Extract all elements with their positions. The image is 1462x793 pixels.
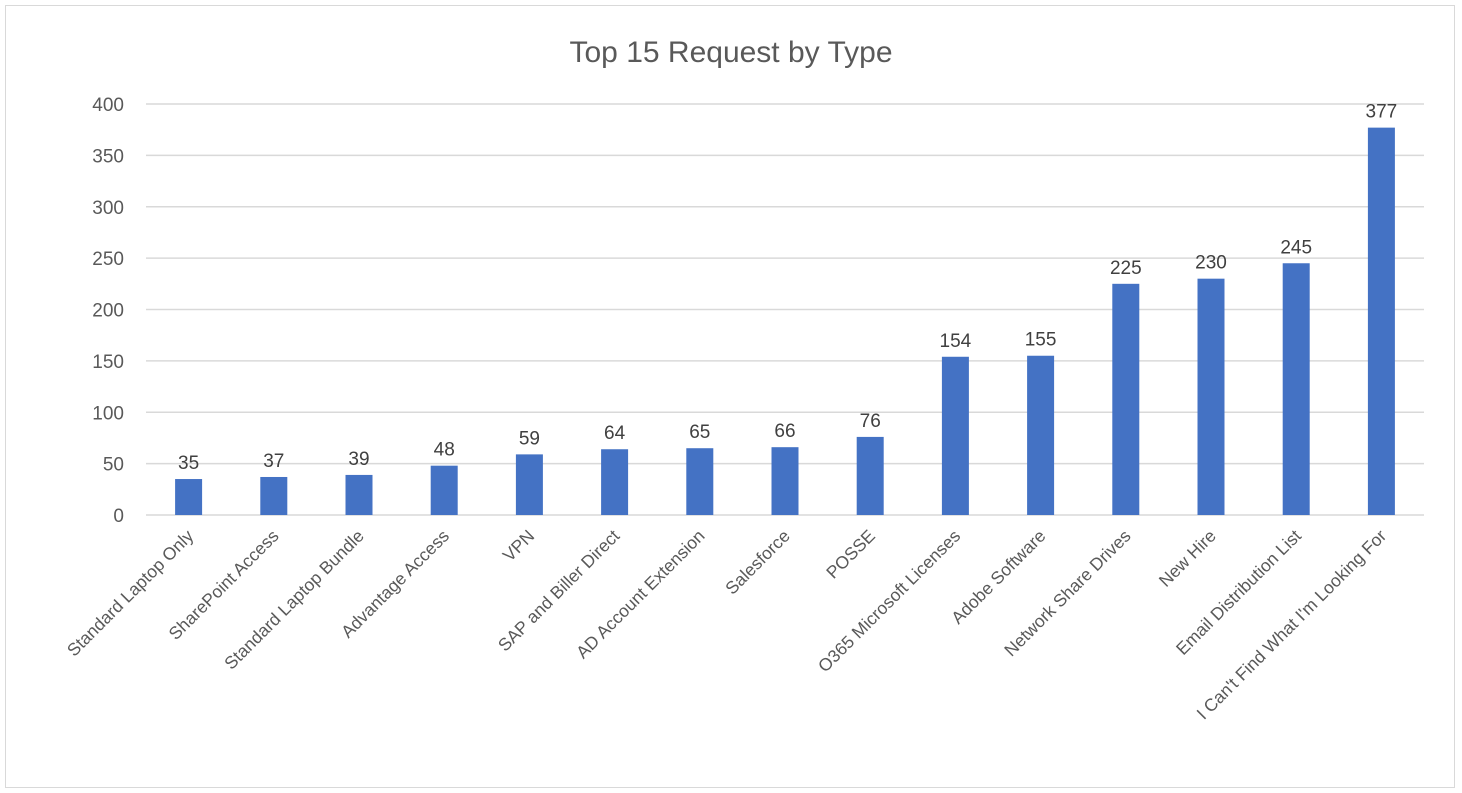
data-label: 230 [1195,253,1227,274]
y-tick-label: 50 [103,455,124,476]
bar [1282,263,1310,515]
y-tick-label: 150 [92,352,124,373]
data-label: 59 [519,428,540,449]
x-tick-label: O365 Microsoft Licenses [814,526,964,676]
data-label: 37 [263,451,284,472]
chart-area: Top 15 Request by Type 0 50 100 150 200 250 30… [5,5,1455,788]
bar [430,465,458,515]
bar-chart: Top 15 Request by Type 0 50 100 150 200 250 30… [63,36,1424,724]
gridlines [146,103,1424,516]
bar [1367,127,1395,515]
bar [771,447,799,515]
y-tick-label: 300 [92,198,124,219]
data-label: 225 [1110,258,1142,279]
y-tick-label: 400 [92,95,124,116]
bar [515,454,543,515]
y-axis-tick-labels: 0 50 100 150 200 250 300 350 400 [92,95,124,527]
bars [175,127,1395,515]
y-tick-label: 350 [92,146,124,167]
data-label: 377 [1366,102,1398,123]
chart-title: Top 15 Request by Type [570,36,893,69]
bar [260,476,288,515]
data-label: 64 [604,423,626,444]
data-labels: 35 37 39 48 59 64 65 66 76 154 155 225 230 245 377 [178,102,1397,474]
y-tick-label: 250 [92,249,124,270]
y-tick-label: 200 [92,301,124,322]
data-label: 76 [860,411,881,432]
data-label: 66 [774,421,795,442]
x-tick-label: VPN [499,526,539,566]
bar [345,474,373,515]
y-tick-label: 100 [92,403,124,424]
x-tick-label: I Can't Find What I'm Looking For [1193,526,1391,724]
y-tick-label: 0 [113,506,124,527]
bar [941,356,969,515]
data-label: 245 [1280,237,1312,258]
data-label: 155 [1025,330,1057,351]
data-label: 48 [434,440,455,461]
bar [1197,278,1225,515]
data-label: 39 [348,449,369,470]
x-tick-label: Salesforce [721,526,794,599]
bar [1112,283,1140,515]
bar [856,436,884,515]
data-label: 65 [689,422,710,443]
data-label: 35 [178,453,199,474]
x-tick-label: Standard Laptop Bundle [220,526,368,674]
x-tick-label: New Hire [1155,526,1220,591]
data-label: 154 [940,331,972,352]
x-tick-label: POSSE [822,526,879,583]
bar [601,449,629,515]
bar [175,479,203,515]
bar [686,448,714,515]
bar [1027,355,1055,515]
